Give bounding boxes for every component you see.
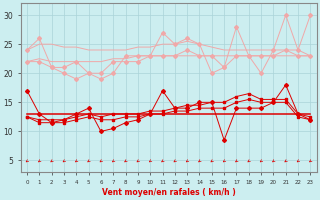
X-axis label: Vent moyen/en rafales ( km/h ): Vent moyen/en rafales ( km/h ) [102, 188, 236, 197]
